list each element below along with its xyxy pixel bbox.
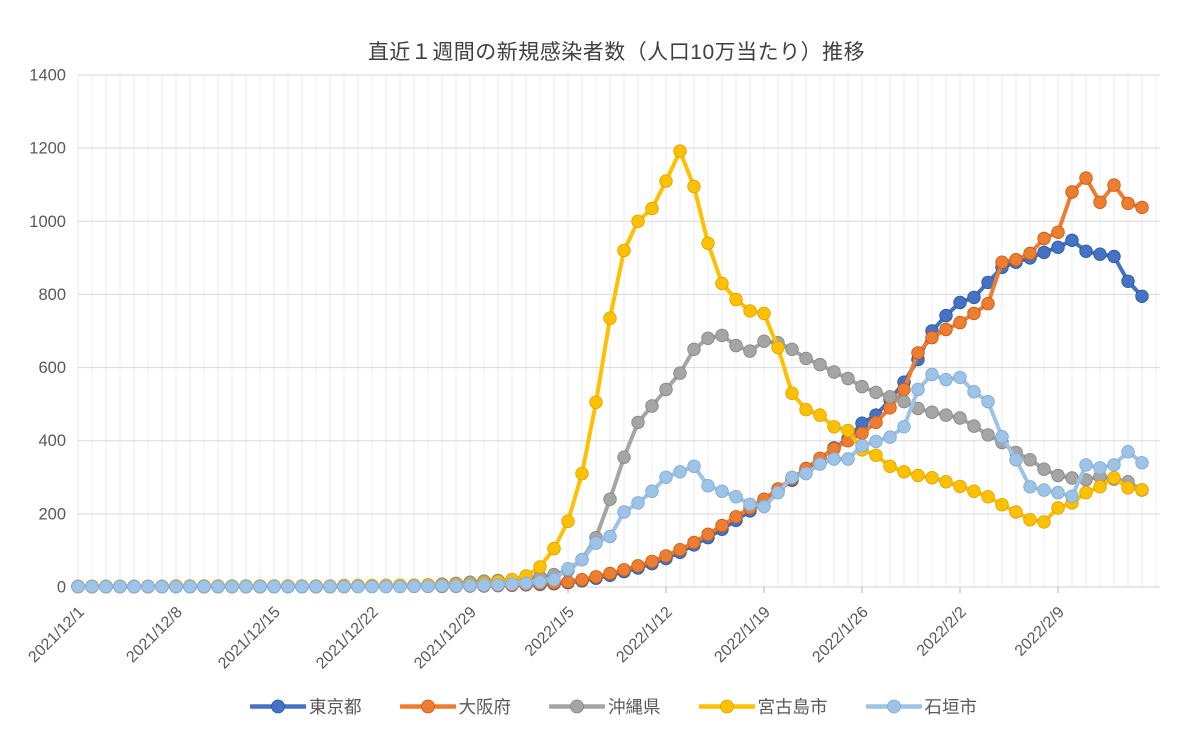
vertical-gridlines xyxy=(77,75,1157,587)
svg-text:2021/12/22: 2021/12/22 xyxy=(313,604,382,673)
svg-text:2021/12/1: 2021/12/1 xyxy=(25,604,87,666)
svg-text:1200: 1200 xyxy=(29,140,66,158)
svg-text:2021/12/8: 2021/12/8 xyxy=(123,604,185,666)
y-axis-labels: 0 200 400 600 800 1000 1200 1400 xyxy=(29,67,66,597)
legend-label-tokyo: 東京都 xyxy=(309,697,362,717)
svg-text:2021/12/29: 2021/12/29 xyxy=(411,604,480,673)
series-markers-ishigaki xyxy=(71,367,1149,594)
svg-text:600: 600 xyxy=(38,359,66,377)
legend-marker-okinawa-icon xyxy=(549,699,605,714)
svg-text:0: 0 xyxy=(57,579,66,597)
svg-text:2022/1/19: 2022/1/19 xyxy=(711,604,773,666)
svg-text:800: 800 xyxy=(38,286,66,304)
legend-item-okinawa: 沖縄県 xyxy=(549,694,661,719)
chart-title: 直近１週間の新規感染者数（人口10万当たり）推移 xyxy=(367,41,866,64)
legend-label-osaka: 大阪府 xyxy=(458,697,512,717)
svg-text:1000: 1000 xyxy=(29,213,66,231)
chart-legend: 東京都 大阪府 沖縄県 宮古島市 石垣市 xyxy=(0,694,1193,719)
svg-text:1400: 1400 xyxy=(29,67,66,85)
svg-text:2022/2/9: 2022/2/9 xyxy=(1012,604,1068,660)
legend-item-miyakojima: 宮古島市 xyxy=(698,694,828,719)
svg-text:2022/1/5: 2022/1/5 xyxy=(522,604,578,660)
svg-text:2022/2/2: 2022/2/2 xyxy=(914,604,970,660)
svg-text:2022/1/26: 2022/1/26 xyxy=(809,604,871,666)
svg-text:2022/1/12: 2022/1/12 xyxy=(613,604,675,666)
legend-label-miyakojima: 宮古島市 xyxy=(757,697,828,717)
legend-item-osaka: 大阪府 xyxy=(399,694,512,719)
horizontal-gridlines xyxy=(78,74,1160,515)
legend-marker-osaka-icon xyxy=(399,699,456,714)
svg-text:400: 400 xyxy=(38,432,66,450)
series-ishigaki xyxy=(71,367,1149,594)
legend-marker-tokyo-icon xyxy=(250,699,306,714)
legend-item-ishigaki: 石垣市 xyxy=(865,694,978,719)
legend-marker-ishigaki-icon xyxy=(865,699,922,714)
svg-text:200: 200 xyxy=(38,505,66,523)
legend-label-okinawa: 沖縄県 xyxy=(608,697,661,717)
legend-item-tokyo: 東京都 xyxy=(250,694,362,719)
legend-marker-miyakojima-icon xyxy=(698,699,755,714)
legend-label-ishigaki: 石垣市 xyxy=(924,697,978,717)
svg-text:2021/12/15: 2021/12/15 xyxy=(215,604,284,673)
x-axis-labels: 2021/12/1 2021/12/8 2021/12/15 2021/12/22 20… xyxy=(25,604,1067,673)
